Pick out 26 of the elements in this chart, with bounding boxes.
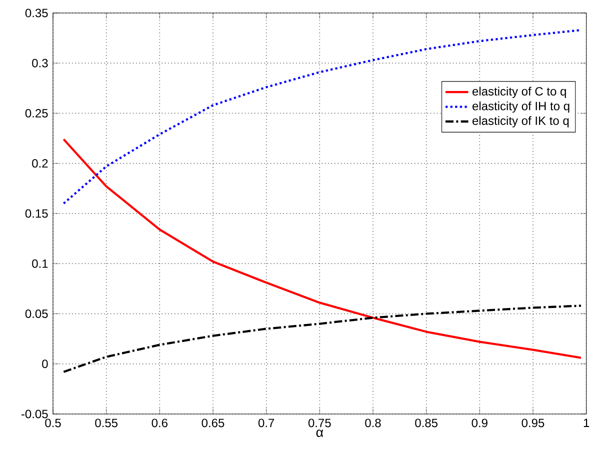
x-tick-label: 1 [584,418,590,427]
line-series [62,138,582,359]
y-tick-label: 0.3 [32,58,48,68]
x-tick-label: 0.95 [522,418,544,428]
x-tick-label: 0.8 [365,418,381,428]
x-tick-label: 0.5 [45,418,61,428]
x-axis-title: α [316,430,324,437]
y-tick-label: 0.15 [25,209,48,218]
y-tick-label: 0 [42,360,48,368]
x-tick-label: 0.75 [308,418,331,428]
x-tick-label: 0.7 [258,418,274,428]
x-tick-label: 0.65 [202,418,224,428]
y-tick-label: 0.05 [25,309,48,318]
x-tick-label: 0.85 [415,418,438,428]
line-series [62,304,582,373]
legend-label: elasticity of IH to q [472,101,570,113]
y-tick-label: -0.05 [21,410,48,418]
y-tick-label: 0.2 [32,159,48,168]
legend-label: elasticity of C to q [472,86,566,98]
y-tick-label: 0.1 [32,259,48,268]
x-tick-label: 0.6 [152,418,168,428]
x-tick-label: 0.9 [472,418,488,428]
y-tick-label: 0.35 [25,8,48,18]
y-tick-label: 0.25 [25,108,48,118]
legend-label: elasticity of IK to q [472,116,569,128]
x-tick-label: 0.55 [95,418,118,428]
